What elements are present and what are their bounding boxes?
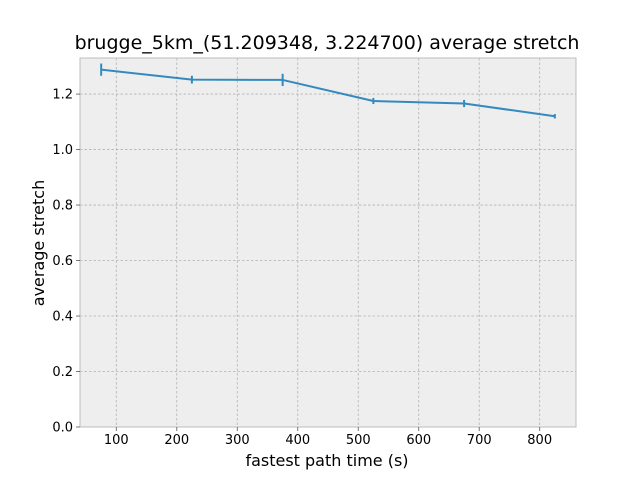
x-tick-label: 300: [225, 433, 250, 448]
x-tick-label: 100: [104, 433, 129, 448]
x-tick-label: 600: [406, 433, 431, 448]
y-tick-label: 0.0: [52, 421, 73, 436]
series-layer: [100, 63, 556, 119]
x-tick-label: 400: [285, 433, 310, 448]
y-tick-label: 0.2: [52, 365, 73, 380]
series-line: [101, 68, 555, 118]
y-tick-label: 1.2: [52, 88, 73, 103]
plot-area: [80, 58, 576, 427]
y-axis-label: average stretch: [29, 180, 48, 306]
x-tick-label: 800: [527, 433, 552, 448]
chart-title: brugge_5km_(51.209348, 3.224700) average…: [75, 32, 580, 54]
y-tick-label: 0.6: [52, 254, 73, 269]
y-axis-ticks: 0.0 0.2 0.4 0.6 0.8 1.0 1.2: [52, 88, 80, 436]
x-tick-label: 200: [164, 433, 189, 448]
x-axis-ticks: 100 200 300 400 500 600 700 800: [104, 427, 552, 448]
y-tick-label: 1.0: [52, 143, 73, 158]
x-tick-label: 500: [346, 433, 371, 448]
x-tick-label: 700: [467, 433, 492, 448]
y-tick-label: 0.4: [52, 310, 73, 325]
y-tick-label: 0.8: [52, 199, 73, 214]
plot-frame: [79, 57, 577, 428]
x-axis-label: fastest path time (s): [245, 451, 408, 470]
